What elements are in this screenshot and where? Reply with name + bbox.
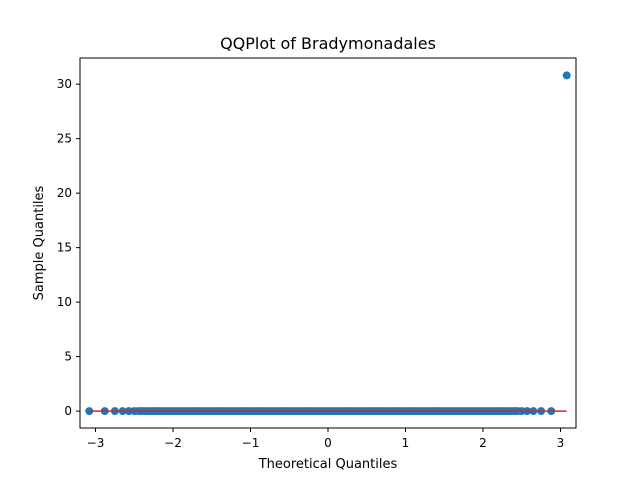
x-tick-label: 3 bbox=[557, 436, 565, 450]
y-axis-label: Sample Quantiles bbox=[32, 185, 47, 300]
x-tick-label: −2 bbox=[164, 436, 182, 450]
plot-area bbox=[85, 71, 571, 416]
x-tick-label: −1 bbox=[242, 436, 260, 450]
outlier-point bbox=[562, 71, 571, 80]
x-tick-label: −3 bbox=[87, 436, 105, 450]
y-tick-label: 10 bbox=[57, 295, 72, 309]
y-tick-label: 0 bbox=[64, 404, 72, 418]
x-axis-ticks: −3 −2 −1 0 1 2 3 bbox=[87, 428, 565, 450]
y-tick-label: 25 bbox=[57, 132, 72, 146]
y-tick-label: 20 bbox=[57, 186, 72, 200]
y-tick-label: 30 bbox=[57, 77, 72, 91]
x-tick-label: 0 bbox=[324, 436, 332, 450]
x-tick-label: 2 bbox=[479, 436, 487, 450]
x-tick-label: 1 bbox=[402, 436, 410, 450]
y-tick-label: 5 bbox=[64, 350, 72, 364]
x-axis-label: Theoretical Quantiles bbox=[258, 457, 398, 472]
y-axis-ticks: 0 5 10 15 20 25 30 bbox=[57, 77, 80, 418]
y-tick-label: 15 bbox=[57, 241, 72, 255]
chart-title: QQPlot of Bradymonadales bbox=[220, 34, 436, 53]
